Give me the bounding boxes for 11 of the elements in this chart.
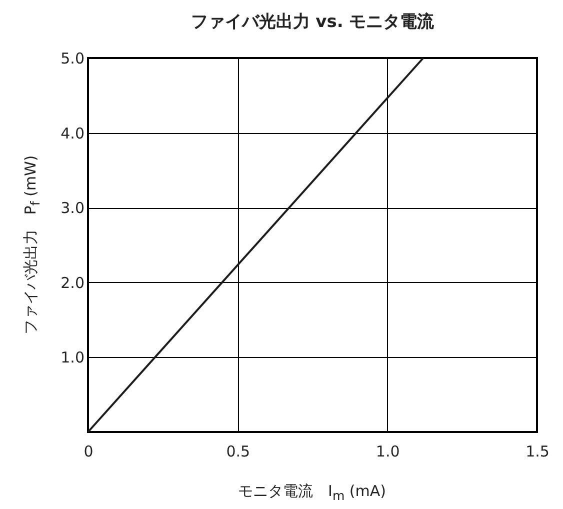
x-tick-label: 0.5 bbox=[226, 442, 250, 460]
chart-title: ファイバ光出力 vs. モニタ電流 bbox=[190, 12, 436, 32]
x-tick-label: 1.5 bbox=[526, 442, 550, 460]
x-axis-title: モニタ電流 I$_{m}$ (mA) bbox=[238, 482, 386, 503]
x-tick-label: 0 bbox=[84, 442, 94, 460]
y-tick-label: 1.0 bbox=[60, 348, 84, 367]
x-tick-label: 1.0 bbox=[376, 442, 400, 460]
y-tick-label: 3.0 bbox=[60, 199, 84, 218]
y-tick-label: 2.0 bbox=[60, 274, 84, 292]
y-tick-label: 5.0 bbox=[60, 50, 84, 68]
y-tick-label: 4.0 bbox=[60, 124, 84, 142]
